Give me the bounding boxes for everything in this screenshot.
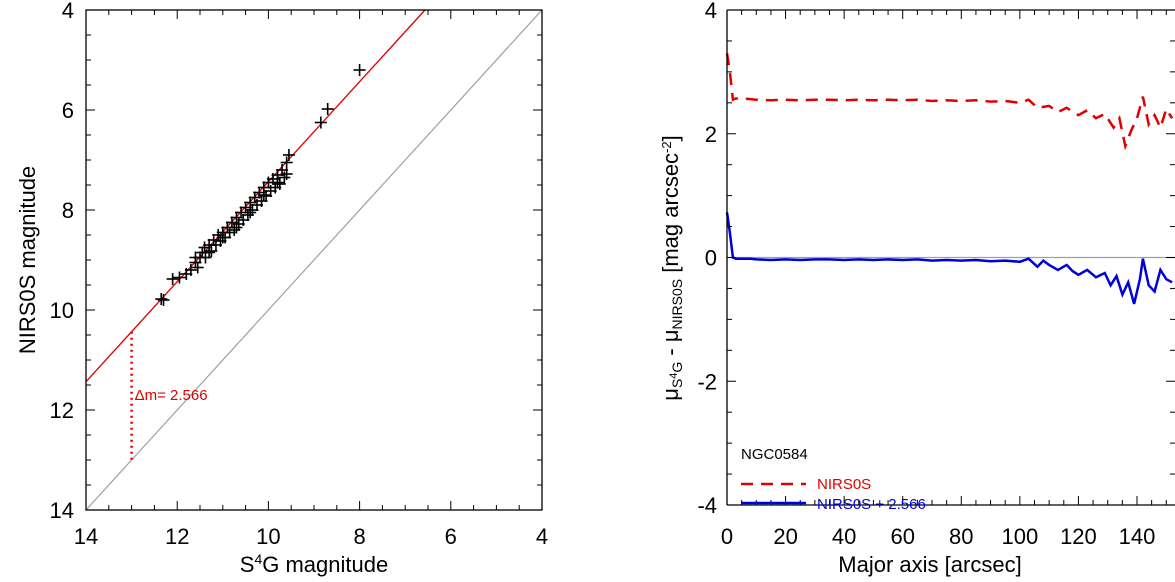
right-y-label-sub-s: S <box>669 379 685 388</box>
left-x-label-post: G magnitude <box>262 552 388 577</box>
data-point <box>353 64 366 76</box>
right-x-axis-label: Major axis [arcsec] <box>838 552 1021 577</box>
right-y-label-post: [mag arcsec <box>658 153 683 279</box>
data-point <box>216 231 229 244</box>
y-tick-label: 2 <box>705 122 717 147</box>
data-point <box>189 251 202 264</box>
left-offset-label: Δm= 2.566 <box>135 387 208 404</box>
y-tick-label: 0 <box>705 246 717 271</box>
right-plot-area <box>725 53 1175 305</box>
left-axis-ticks <box>85 9 543 511</box>
y-tick-label: 4 <box>705 0 717 23</box>
identity-line <box>85 9 543 511</box>
right-y-label-mu1: μ <box>658 388 683 401</box>
right-y-axis-label: μS4G - μNIRS0S [mag arcsec-2] <box>658 135 685 400</box>
data-point <box>173 271 186 284</box>
data-point <box>282 149 295 161</box>
x-tick-label: 60 <box>890 524 914 549</box>
y-tick-label: 10 <box>50 298 74 323</box>
right-annotation: NGC0584 <box>741 446 808 463</box>
data-point <box>155 293 168 305</box>
x-tick-label: 4 <box>536 524 548 549</box>
data-point <box>271 176 284 189</box>
x-tick-label: 120 <box>1060 524 1097 549</box>
right-y-label-sub-g: G <box>669 362 685 373</box>
left-x-label-sup: 4 <box>254 551 262 567</box>
data-point <box>280 156 293 169</box>
x-tick-label: 80 <box>949 524 973 549</box>
data-point <box>280 168 293 180</box>
x-tick-label: 140 <box>1119 524 1156 549</box>
data-point <box>273 178 286 190</box>
x-tick-label: 100 <box>1001 524 1038 549</box>
right-y-label-sup-4: 4 <box>668 373 680 379</box>
data-point <box>244 206 257 219</box>
x-tick-label: 0 <box>721 524 733 549</box>
x-tick-label: 14 <box>74 524 98 549</box>
x-tick-label: 6 <box>445 524 457 549</box>
right-y-label-mid: - μ <box>658 329 683 361</box>
right-y-label-sup-2: -2 <box>659 141 674 153</box>
data-point <box>203 246 216 259</box>
left-tick-labels: 14 12 10 8 6 4 4 6 8 10 12 14 <box>50 0 549 549</box>
data-point <box>191 261 204 274</box>
y-tick-label: 4 <box>62 0 74 23</box>
x-tick-label: 20 <box>773 524 797 549</box>
left-y-axis-label: NIRS0S magnitude <box>15 166 40 354</box>
left-x-label-pre: S <box>240 552 255 577</box>
data-point <box>321 103 334 115</box>
y-tick-label: -2 <box>697 369 717 394</box>
y-tick-label: 12 <box>50 398 74 423</box>
y-tick-label: 8 <box>62 198 74 223</box>
right-y-label-sub-nirs0s: NIRS0S <box>669 279 685 330</box>
series-line-shifted <box>725 212 1173 305</box>
data-point <box>314 116 327 129</box>
data-point <box>157 294 170 306</box>
y-tick-label: -4 <box>697 493 717 518</box>
left-x-axis-label: S4G magnitude <box>240 551 388 577</box>
x-tick-label: 40 <box>832 524 856 549</box>
x-tick-label: 10 <box>256 524 280 549</box>
data-point <box>166 273 179 285</box>
data-point <box>257 189 270 201</box>
y-tick-label: 14 <box>50 498 74 523</box>
right-axis-ticks <box>726 9 1175 506</box>
data-point <box>184 264 197 276</box>
legend: NIRS0S NIRS0S + 2.566 <box>741 476 926 513</box>
legend-label-nirs0s: NIRS0S <box>817 476 871 493</box>
left-plot-area <box>85 9 543 511</box>
right-y-label-end: ] <box>658 135 683 141</box>
x-tick-label: 8 <box>353 524 365 549</box>
data-point <box>230 221 243 234</box>
x-tick-label: 12 <box>165 524 189 549</box>
legend-label-shifted: NIRS0S + 2.566 <box>817 496 926 513</box>
y-tick-label: 6 <box>62 98 74 123</box>
series-line-nirs0s <box>725 53 1174 151</box>
